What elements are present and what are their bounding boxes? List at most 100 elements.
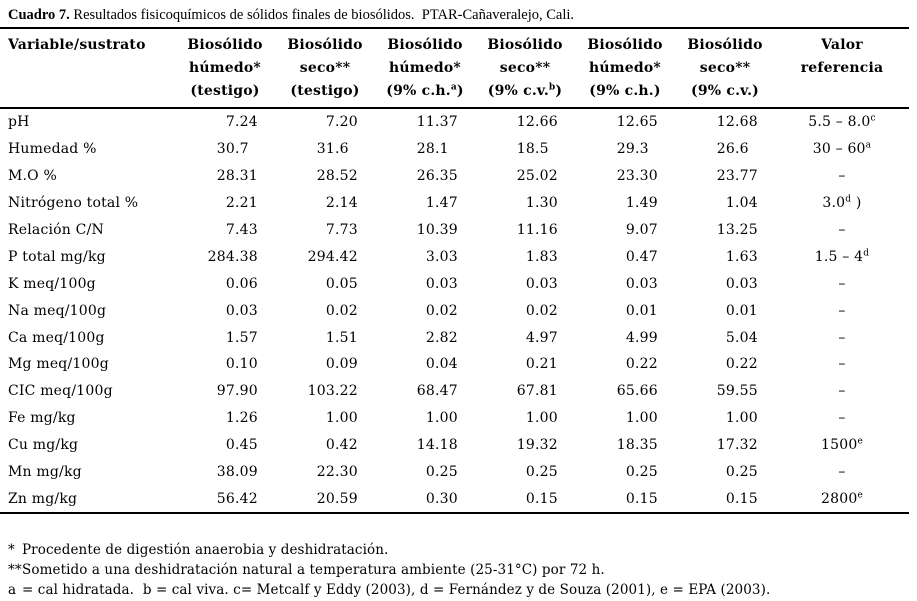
value-cell: 2.21 bbox=[225, 195, 258, 212]
value-cell: 25.02 bbox=[516, 168, 558, 185]
value-cell: 0.03 bbox=[625, 275, 658, 292]
reference-value-cell: – bbox=[838, 356, 846, 373]
row-label: Zn mg/kg bbox=[8, 490, 78, 507]
value-cell: 0.02 bbox=[525, 302, 558, 319]
value-cell: 31.6 bbox=[316, 141, 349, 158]
table-row: K meq/100g 0.06 0.05 0.03 0.03 0.03 0.03 – bbox=[0, 270, 909, 297]
value-cell: 0.02 bbox=[425, 302, 458, 319]
value-cell: 284.38 bbox=[207, 248, 258, 265]
value-cell: 68.47 bbox=[416, 383, 458, 400]
value-cell: 18.5 bbox=[516, 141, 549, 158]
column-header: Biosólido húmedo* (9% c.h.) bbox=[575, 28, 675, 109]
value-cell: 1.57 bbox=[225, 329, 258, 346]
table-row: Ca meq/100g 1.57 1.51 2.82 4.97 4.99 5.04 – bbox=[0, 324, 909, 351]
value-cell: 0.30 bbox=[425, 490, 458, 507]
value-cell: 0.22 bbox=[625, 356, 658, 373]
value-cell: 0.25 bbox=[725, 464, 758, 481]
footnote-double-asterisk: ** Sometido a una deshidratación natural… bbox=[8, 560, 770, 580]
table-row: Cu mg/kg 0.45 0.42 14.18 19.32 18.35 17.32 1500… bbox=[0, 432, 909, 459]
value-cell: 4.97 bbox=[525, 329, 558, 346]
table-header: Variable/sustrato Biosólido húmedo* (testig… bbox=[0, 28, 909, 109]
value-cell: 0.47 bbox=[625, 248, 658, 265]
row-label: Mg meq/100g bbox=[8, 356, 109, 373]
row-label: CIC meq/100g bbox=[8, 383, 113, 400]
column-header: Biosólido húmedo* (9% c.h.a) bbox=[375, 28, 475, 109]
value-cell: 26.35 bbox=[416, 168, 458, 185]
value-cell: 1.00 bbox=[725, 410, 758, 427]
value-cell: 12.68 bbox=[716, 114, 758, 131]
value-cell: 56.42 bbox=[216, 490, 258, 507]
row-label: Ca meq/100g bbox=[8, 329, 105, 346]
footnote-text: Procedente de digestión anaerobia y desh… bbox=[22, 542, 389, 558]
value-cell: 17.32 bbox=[716, 437, 758, 454]
value-cell: 14.18 bbox=[416, 437, 458, 454]
column-header-line: seco** bbox=[699, 60, 751, 76]
value-cell: 1.63 bbox=[725, 248, 758, 265]
row-label: Relación C/N bbox=[8, 222, 104, 238]
reference-value-cell: – bbox=[838, 302, 846, 319]
value-cell: 7.24 bbox=[225, 114, 258, 131]
value-cell: 0.10 bbox=[225, 356, 258, 373]
value-cell: 7.43 bbox=[225, 222, 258, 238]
row-label: M.O % bbox=[8, 168, 58, 185]
value-cell: 1.47 bbox=[425, 195, 458, 212]
value-cell: 23.30 bbox=[616, 168, 658, 185]
value-cell: 7.73 bbox=[325, 222, 358, 238]
value-cell: 1.83 bbox=[525, 248, 558, 265]
reference-value-cell: – bbox=[838, 383, 846, 400]
table-row: Mg meq/100g 0.10 0.09 0.04 0.21 0.22 0.22 – bbox=[0, 351, 909, 378]
value-cell: 1.51 bbox=[325, 329, 358, 346]
value-cell: 1.49 bbox=[625, 195, 658, 212]
column-header-line: Variable/sustrato bbox=[8, 37, 146, 53]
reference-value-cell: 1500e bbox=[821, 436, 863, 454]
column-header-line: (9% c.h.) bbox=[589, 83, 661, 99]
value-cell: 20.59 bbox=[316, 490, 358, 507]
column-header: Biosólido seco** (testigo) bbox=[275, 28, 375, 109]
footnote-marker: a bbox=[8, 582, 17, 598]
column-header-line: referencia bbox=[800, 60, 884, 76]
column-header-line: (9% c.v.) bbox=[691, 83, 759, 99]
value-cell: 2.82 bbox=[425, 329, 458, 346]
column-header-line: seco** bbox=[299, 60, 351, 76]
value-cell: 0.25 bbox=[625, 464, 658, 481]
value-cell: 28.1 bbox=[416, 141, 449, 158]
value-cell: 0.15 bbox=[625, 490, 658, 507]
value-cell: 0.03 bbox=[225, 302, 258, 319]
reference-value-cell: – bbox=[838, 329, 846, 346]
value-cell: 12.65 bbox=[616, 114, 658, 131]
value-cell: 11.16 bbox=[516, 222, 558, 238]
value-cell: 1.00 bbox=[425, 410, 458, 427]
table-row: Fe mg/kg 1.26 1.00 1.00 1.00 1.00 1.00 – bbox=[0, 405, 909, 432]
value-cell: 0.03 bbox=[525, 275, 558, 292]
footnotes: * Procedente de digestión anaerobia y de… bbox=[8, 540, 770, 600]
value-cell: 38.09 bbox=[216, 464, 258, 481]
value-cell: 0.45 bbox=[225, 437, 258, 454]
footnote-letters: a = cal hidratada. b = cal viva. c= Metc… bbox=[8, 580, 770, 600]
value-cell: 0.04 bbox=[425, 356, 458, 373]
table-caption: Cuadro 7. Resultados fisicoquímicos de s… bbox=[8, 5, 574, 25]
row-label: P total mg/kg bbox=[8, 248, 106, 265]
table-caption-label: Cuadro 7. bbox=[8, 7, 70, 23]
reference-value-cell: 3.0d ) bbox=[822, 194, 862, 212]
column-header-line: Biosólido bbox=[687, 37, 763, 53]
value-cell: 67.81 bbox=[516, 383, 558, 400]
value-cell: 0.25 bbox=[525, 464, 558, 481]
column-header-line: (testigo) bbox=[290, 83, 360, 99]
value-cell: 19.32 bbox=[516, 437, 558, 454]
value-cell: 18.35 bbox=[616, 437, 658, 454]
column-header: Valor referencia bbox=[775, 28, 909, 109]
footnote-marker: * bbox=[8, 542, 15, 558]
value-cell: 0.01 bbox=[625, 302, 658, 319]
table-caption-text: Resultados fisicoquímicos de sólidos fin… bbox=[69, 7, 575, 23]
value-cell: 0.03 bbox=[725, 275, 758, 292]
table-row: CIC meq/100g 97.90 103.22 68.47 67.81 65.66 59… bbox=[0, 378, 909, 405]
footnote-text: = cal hidratada. b = cal viva. c= Metcal… bbox=[22, 582, 771, 598]
table-row: Na meq/100g 0.03 0.02 0.02 0.02 0.01 0.01 – bbox=[0, 297, 909, 324]
reference-value-cell: 1.5 – 4d bbox=[814, 248, 870, 265]
footnote-marker: ** bbox=[8, 562, 22, 578]
row-label: Humedad % bbox=[8, 141, 97, 158]
value-cell: 28.52 bbox=[316, 168, 358, 185]
reference-value-cell: – bbox=[838, 275, 846, 292]
column-header: Biosólido seco** (9% c.v.b) bbox=[475, 28, 575, 109]
